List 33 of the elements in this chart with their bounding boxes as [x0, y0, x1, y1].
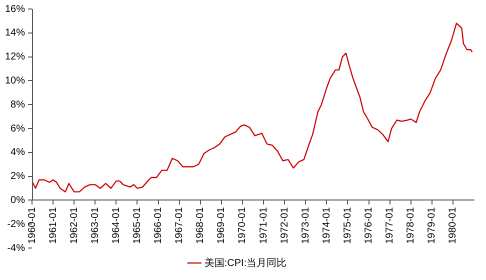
y-tick-label: -4%: [7, 242, 26, 254]
x-tick-label: 1980-01: [448, 206, 459, 244]
x-tick-label: 1977-01: [384, 206, 396, 244]
x-tick-label: 1976-01: [364, 206, 375, 244]
x-tick-label: 1970-01: [237, 206, 248, 244]
x-tick-label: 1972-01: [279, 206, 290, 244]
x-tick-label: 1964-01: [110, 206, 122, 244]
x-tick-label: 1965-01: [132, 206, 143, 244]
x-tick-label: 1961-01: [48, 206, 59, 244]
x-tick-label: 1966-01: [153, 206, 164, 244]
y-tick-label: 16%: [5, 4, 26, 15]
y-tick-label: 4%: [10, 147, 26, 158]
x-tick-label: 1967-01: [174, 206, 186, 244]
x-tick-label: 1975-01: [342, 206, 354, 244]
y-tick-label: 14%: [5, 28, 26, 39]
x-tick-label: 1969-01: [216, 206, 228, 244]
x-tick-label: 1974-01: [321, 206, 332, 244]
y-tick-label: 0%: [10, 194, 26, 206]
x-tick-label: 1978-01: [406, 206, 417, 244]
y-tick-label: 6%: [10, 123, 26, 134]
y-tick-label: -2%: [7, 218, 26, 230]
y-tick-label: 10%: [5, 75, 26, 86]
x-tick-label: 1963-01: [90, 206, 101, 244]
legend-label: 美国:CPI:当月同比: [204, 256, 287, 269]
y-tick-label: 2%: [10, 171, 26, 182]
x-tick-label: 1979-01: [426, 206, 438, 244]
x-tick-label: 1973-01: [300, 206, 312, 244]
y-tick-label: 8%: [10, 99, 26, 110]
x-tick-label: 1968-01: [195, 206, 206, 244]
x-tick-label: 1971-01: [258, 206, 270, 244]
y-tick-label: 12%: [5, 52, 26, 63]
x-tick-label: 1960-01: [26, 206, 38, 244]
x-tick-label: 1962-01: [68, 206, 80, 244]
